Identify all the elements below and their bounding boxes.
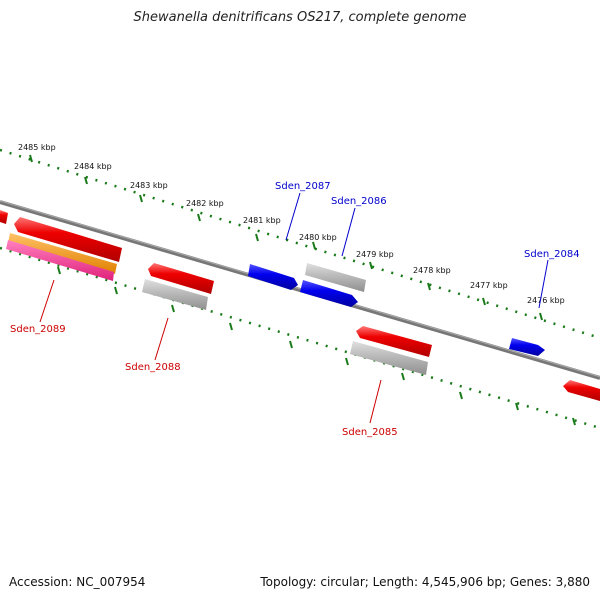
leader-sden-2084 [538, 259, 549, 309]
gene-sden-2087[interactable] [248, 264, 298, 290]
gene-red-right-edge[interactable] [563, 380, 600, 401]
genome-summary-text: Topology: circular; Length: 4,545,906 bp… [260, 575, 590, 589]
leader-sden-2086 [341, 207, 356, 257]
tick-label: 2483 kbp [130, 181, 168, 190]
gene-pink-band[interactable] [6, 240, 114, 281]
tick-label: 2476 kbp [527, 296, 565, 305]
gene-label-sden-2089[interactable]: Sden_2089 [10, 324, 66, 335]
gene-sden-2084[interactable] [509, 338, 545, 356]
gene-label-sden-2085[interactable]: Sden_2085 [342, 427, 398, 438]
tick-label: 2478 kbp [413, 266, 451, 275]
tick-label: 2479 kbp [356, 250, 394, 259]
gene-gray-upper[interactable] [305, 263, 366, 292]
gene-gray-2088[interactable] [142, 279, 208, 310]
inner-ruler-track [0, 246, 600, 430]
tick-label: 2480 kbp [299, 233, 337, 242]
genome-backbone [0, 200, 600, 380]
outer-major-ticks [29, 154, 543, 321]
leader-sden-2088 [154, 317, 169, 361]
tick-label: 2485 kbp [18, 143, 56, 152]
gene-label-sden-2086[interactable]: Sden_2086 [331, 196, 387, 207]
gene-gray-2085[interactable] [350, 341, 428, 375]
gene-sden-2088[interactable] [148, 263, 214, 294]
map-title: Shewanella denitrificans OS217, complete… [133, 10, 467, 25]
gene-sden-2085[interactable] [356, 326, 432, 357]
gene-red-left[interactable] [14, 217, 122, 262]
leader-sden-2087 [285, 192, 301, 241]
gene-sden-2086[interactable] [300, 280, 358, 307]
leader-sden-2085 [369, 379, 382, 424]
gene-red-far-left[interactable] [0, 210, 8, 224]
accession-text: Accession: NC_007954 [9, 575, 146, 589]
tick-label: 2477 kbp [470, 281, 508, 290]
inner-major-ticks [57, 266, 576, 426]
gene-orange-band[interactable] [8, 233, 117, 274]
tick-label: 2481 kbp [243, 216, 281, 225]
tick-label: 2484 kbp [74, 162, 112, 171]
gene-label-sden-2084[interactable]: Sden_2084 [524, 249, 580, 260]
gene-label-sden-2088[interactable]: Sden_2088 [125, 362, 181, 373]
gene-label-sden-2087[interactable]: Sden_2087 [275, 181, 331, 192]
tick-label: 2482 kbp [186, 199, 224, 208]
leader-sden-2089 [39, 279, 55, 323]
